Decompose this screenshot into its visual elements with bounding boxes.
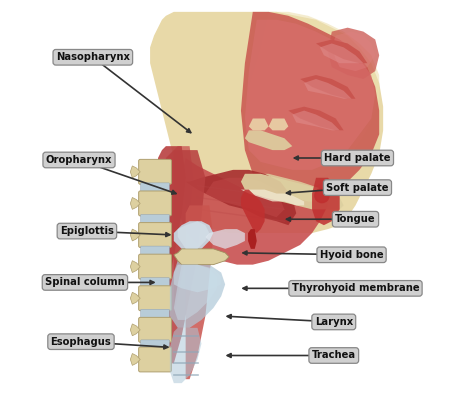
Text: Hard palate: Hard palate (324, 153, 391, 163)
Polygon shape (304, 79, 352, 99)
Polygon shape (248, 229, 257, 249)
Circle shape (315, 188, 329, 203)
Polygon shape (130, 229, 140, 241)
FancyBboxPatch shape (138, 160, 172, 184)
Text: Trachea: Trachea (312, 350, 356, 361)
Polygon shape (288, 107, 344, 130)
Text: Nasopharynx: Nasopharynx (56, 52, 130, 62)
Polygon shape (320, 43, 364, 63)
Text: Esophagus: Esophagus (51, 337, 111, 347)
Polygon shape (241, 174, 344, 209)
Polygon shape (205, 229, 245, 249)
Text: Hyoid bone: Hyoid bone (320, 250, 383, 260)
Polygon shape (312, 178, 340, 225)
Polygon shape (292, 111, 340, 130)
FancyBboxPatch shape (138, 191, 172, 216)
FancyBboxPatch shape (138, 318, 172, 342)
FancyBboxPatch shape (141, 246, 170, 256)
Polygon shape (178, 158, 328, 265)
Polygon shape (174, 265, 217, 320)
Polygon shape (130, 261, 140, 273)
Polygon shape (150, 12, 383, 233)
Polygon shape (174, 265, 221, 292)
Text: Thyrohyoid membrane: Thyrohyoid membrane (292, 283, 419, 293)
Polygon shape (332, 32, 375, 71)
Polygon shape (269, 118, 288, 130)
Text: Epiglottis: Epiglottis (60, 226, 114, 236)
Polygon shape (178, 221, 210, 249)
Polygon shape (174, 221, 213, 253)
Polygon shape (130, 198, 140, 209)
Polygon shape (205, 178, 284, 217)
Polygon shape (130, 324, 140, 336)
Polygon shape (241, 174, 332, 201)
Polygon shape (130, 292, 140, 304)
Polygon shape (245, 130, 292, 150)
FancyBboxPatch shape (141, 183, 170, 192)
Polygon shape (241, 190, 264, 233)
Text: Tongue: Tongue (335, 214, 376, 224)
Polygon shape (174, 249, 229, 265)
Polygon shape (245, 20, 375, 170)
FancyBboxPatch shape (141, 214, 170, 224)
Polygon shape (316, 40, 367, 63)
FancyBboxPatch shape (141, 340, 170, 350)
Polygon shape (158, 146, 186, 316)
Text: Larynx: Larynx (315, 317, 353, 327)
Polygon shape (182, 170, 296, 225)
Text: Soft palate: Soft palate (326, 182, 389, 193)
Polygon shape (130, 354, 140, 365)
FancyBboxPatch shape (138, 254, 172, 279)
FancyBboxPatch shape (141, 309, 170, 319)
FancyBboxPatch shape (141, 278, 170, 287)
FancyBboxPatch shape (138, 347, 172, 372)
Text: Oropharynx: Oropharynx (46, 155, 112, 165)
Polygon shape (186, 205, 213, 379)
Text: Spinal column: Spinal column (45, 277, 125, 288)
Polygon shape (245, 12, 379, 182)
Polygon shape (130, 166, 140, 178)
Polygon shape (174, 146, 193, 316)
Polygon shape (241, 12, 379, 197)
FancyBboxPatch shape (138, 286, 172, 310)
Polygon shape (170, 261, 225, 328)
Polygon shape (170, 328, 201, 383)
Polygon shape (241, 190, 304, 205)
Polygon shape (300, 75, 356, 99)
FancyBboxPatch shape (138, 223, 172, 247)
Polygon shape (166, 150, 205, 363)
Polygon shape (249, 118, 269, 130)
Polygon shape (328, 28, 379, 79)
